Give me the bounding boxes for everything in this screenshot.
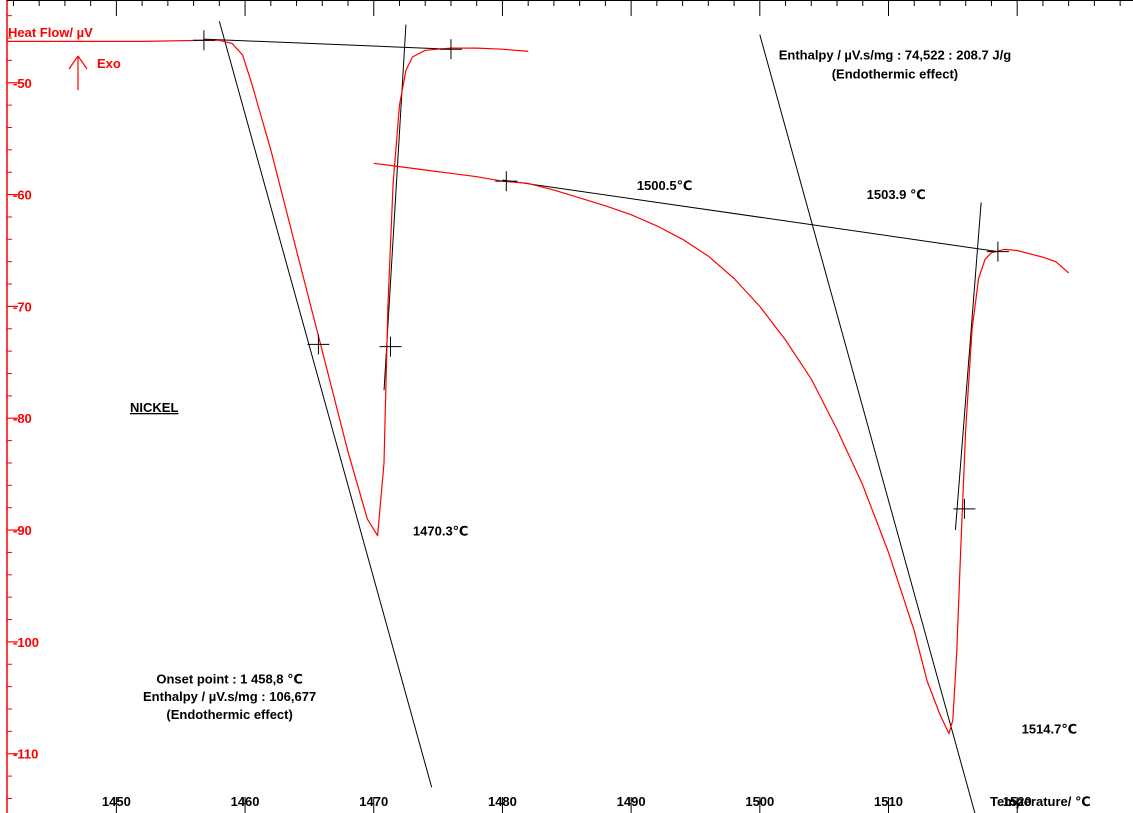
- annotation-label: Enthalpy / µV.s/mg : 74,522 : 208.7 J/g: [779, 47, 1012, 62]
- exo-arrow-icon: [68, 55, 88, 90]
- y-tick-label: -100: [13, 635, 39, 650]
- y-tick-label: -90: [13, 523, 32, 538]
- annotation-label: Onset point : 1 458,8 ℃: [156, 671, 303, 686]
- annotations: 1470.3℃ 1500.5℃ 1503.9 ℃ 1514.7℃ Enthalpy / …: [143, 47, 1077, 736]
- annotation-label: Enthalpy / µV.s/mg : 106,677: [143, 689, 316, 704]
- y-tick-label: -60: [13, 188, 32, 203]
- annotation-label: 1500.5℃: [637, 178, 693, 193]
- crosshair-marker: [379, 336, 402, 357]
- x-tick-label: 1500: [745, 794, 774, 809]
- tangent-line: [203, 38, 451, 50]
- crosshair-marker: [495, 171, 518, 192]
- x-tick-label: 1480: [488, 794, 517, 809]
- tangent-lines: [203, 21, 998, 813]
- annotation-label: (Endothermic effect): [166, 707, 292, 722]
- crosshair-markers: [192, 30, 1009, 519]
- crosshair-marker: [192, 30, 215, 51]
- y-ticks: -50 -60 -70 -80 -90 -100 -110: [7, 15, 39, 799]
- annotation-label: (Endothermic effect): [832, 66, 958, 81]
- y-tick-label: -110: [13, 747, 38, 762]
- tangent-line: [759, 34, 976, 813]
- annotation-label: 1503.9 ℃: [867, 187, 926, 202]
- y-tick-label: -50: [13, 76, 32, 91]
- y-tick-label: -80: [13, 411, 32, 426]
- crosshair-marker: [986, 241, 1009, 262]
- crosshair-marker: [307, 334, 330, 355]
- data-curves: [7, 39, 1070, 735]
- crosshair-marker: [439, 39, 462, 60]
- x-tick-label: 1510: [874, 794, 903, 809]
- sample-label: NICKEL: [130, 400, 178, 415]
- x-ticks: 1450 1460 1470 1480 1490 1500 1510 1520: [12, 0, 1121, 813]
- tangent-line: [218, 21, 433, 788]
- crosshair-marker: [953, 498, 976, 519]
- x-tick-label: 1470: [359, 794, 388, 809]
- tangent-line: [502, 179, 998, 253]
- x-tick-label: 1520: [1003, 794, 1032, 809]
- tangent-line: [954, 202, 982, 531]
- series-line-cooling-scan: [373, 162, 1070, 735]
- annotation-label: 1514.7℃: [1022, 722, 1078, 737]
- x-tick-label: 1450: [102, 794, 131, 809]
- series-line-heating-scan: [7, 39, 529, 537]
- x-tick-label: 1490: [617, 794, 646, 809]
- annotation-label: 1470.3℃: [413, 524, 469, 539]
- y-tick-label: -70: [13, 299, 32, 314]
- x-tick-label: 1460: [231, 794, 260, 809]
- exo-label: Exo: [97, 56, 121, 71]
- x-axis-title: Temperature/ ℃: [990, 794, 1091, 809]
- y-axis-title: Heat Flow/ µV: [8, 25, 93, 40]
